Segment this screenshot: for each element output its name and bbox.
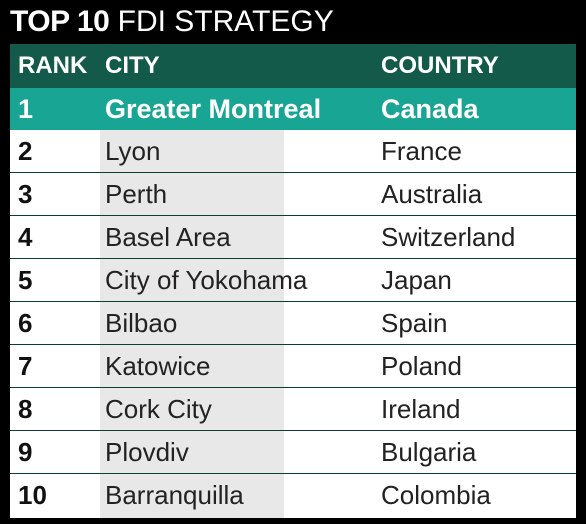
table-row: 9 Plovdiv Bulgaria	[10, 431, 576, 474]
country-cell: Japan	[381, 265, 452, 295]
rank-cell: 10	[18, 480, 47, 510]
country-cell: Bulgaria	[381, 437, 477, 467]
table-row: 3 Perth Australia	[10, 173, 576, 216]
city-cell: Basel Area	[105, 222, 231, 252]
table-row: 2 Lyon France	[10, 130, 576, 173]
table-row: 7 Katowice Poland	[10, 345, 576, 388]
rank-cell: 2	[18, 136, 33, 166]
page-title: TOP 10 FDI STRATEGY	[10, 2, 334, 42]
table-row-highlighted: 1 Greater Montreal Canada	[10, 88, 576, 130]
rank-cell: 7	[18, 351, 33, 381]
city-cell: Cork City	[105, 394, 212, 424]
country-cell: Poland	[381, 351, 462, 381]
country-cell: Spain	[381, 308, 448, 338]
table-row: 6 Bilbao Spain	[10, 302, 576, 345]
table-row: 4 Basel Area Switzerland	[10, 216, 576, 259]
rank-cell: 9	[18, 437, 33, 467]
title-light: FDI STRATEGY	[117, 5, 334, 38]
rank-cell: 5	[18, 265, 33, 295]
city-cell: Barranquilla	[105, 480, 244, 510]
rank-cell: 6	[18, 308, 33, 338]
column-header-rank: RANK	[18, 52, 88, 79]
city-cell: Greater Montreal	[105, 94, 322, 124]
table-row: 5 City of Yokohama Japan	[10, 259, 576, 302]
table-row: 10 Barranquilla Colombia	[10, 474, 576, 517]
city-column-shade	[100, 130, 284, 518]
city-cell: Bilbao	[105, 308, 178, 338]
country-cell: Ireland	[381, 394, 461, 424]
rank-cell: 3	[18, 179, 33, 209]
country-cell: Canada	[381, 94, 479, 124]
rank-cell: 4	[18, 222, 33, 252]
table-header: RANK CITY COUNTRY	[10, 44, 576, 88]
country-cell: France	[381, 136, 462, 166]
table-row: 8 Cork City Ireland	[10, 388, 576, 431]
rank-cell: 1	[18, 94, 34, 124]
column-header-country: COUNTRY	[381, 52, 499, 79]
city-cell: Katowice	[105, 351, 211, 381]
city-cell: Perth	[105, 179, 168, 209]
city-cell: City of Yokohama	[105, 265, 308, 295]
country-cell: Colombia	[381, 480, 491, 510]
column-header-city: CITY	[105, 52, 160, 79]
title-bold: TOP 10	[10, 5, 110, 38]
city-cell: Plovdiv	[105, 437, 189, 467]
city-cell: Lyon	[105, 136, 161, 166]
ranking-table: RANK CITY COUNTRY 1 Greater Montreal Can…	[10, 44, 576, 518]
rank-cell: 8	[18, 394, 33, 424]
country-cell: Australia	[381, 179, 483, 209]
country-cell: Switzerland	[381, 222, 516, 252]
